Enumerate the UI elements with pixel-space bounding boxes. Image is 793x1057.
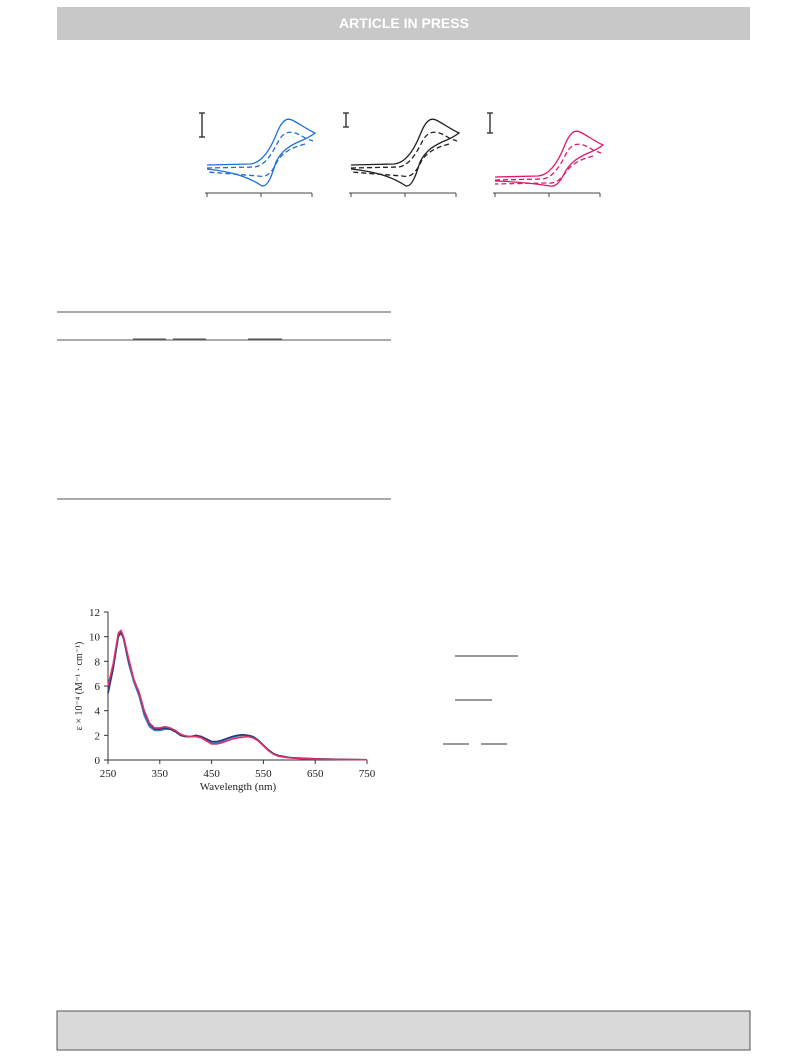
x-axis-label: Wavelength (nm)	[200, 781, 277, 793]
uv-chart: Wavelength (nm) ε × 10⁻⁴ (M⁻¹ · cm⁻¹) 02…	[74, 607, 376, 793]
x-tick-label: 350	[152, 768, 169, 780]
cv-curve	[350, 118, 461, 187]
cv-axis	[205, 192, 313, 197]
footer-bar	[56, 1010, 751, 1051]
y-tick-label: 2	[95, 730, 101, 742]
y-tick-label: 0	[95, 755, 101, 767]
x-tick-label: 250	[100, 768, 117, 780]
scale-bar	[199, 112, 205, 138]
scale-bar	[487, 112, 493, 134]
y-tick-label: 4	[95, 706, 101, 718]
cv-curve-dashed	[494, 143, 602, 185]
fraction-bars	[443, 655, 518, 745]
y-tick-label: 6	[95, 681, 101, 693]
table-rules	[57, 311, 391, 500]
y-tick-label: 8	[95, 656, 101, 668]
cv-curve	[206, 118, 317, 187]
y-tick-label: 10	[89, 632, 101, 644]
x-tick-label: 750	[359, 768, 376, 780]
cv-curve-dashed	[206, 131, 314, 178]
header-title: ARTICLE IN PRESS	[339, 15, 469, 31]
scale-bar	[343, 112, 349, 128]
x-tick-label: 450	[203, 768, 220, 780]
header-bar	[57, 7, 750, 40]
y-tick-label: 12	[89, 607, 100, 619]
cv-panel	[487, 112, 605, 197]
cv-curve-dashed	[350, 131, 458, 178]
cv-curve	[494, 130, 605, 187]
cv-panels	[199, 112, 605, 197]
series-line	[107, 629, 368, 761]
x-tick-label: 650	[307, 768, 324, 780]
cv-axis	[349, 192, 457, 197]
cv-panel	[343, 112, 461, 197]
series-line	[107, 631, 368, 761]
cv-axis	[493, 192, 601, 197]
x-tick-label: 550	[255, 768, 272, 780]
cv-panel	[199, 112, 317, 197]
series-line	[107, 630, 368, 761]
y-axis-label: ε × 10⁻⁴ (M⁻¹ · cm⁻¹)	[74, 642, 85, 731]
